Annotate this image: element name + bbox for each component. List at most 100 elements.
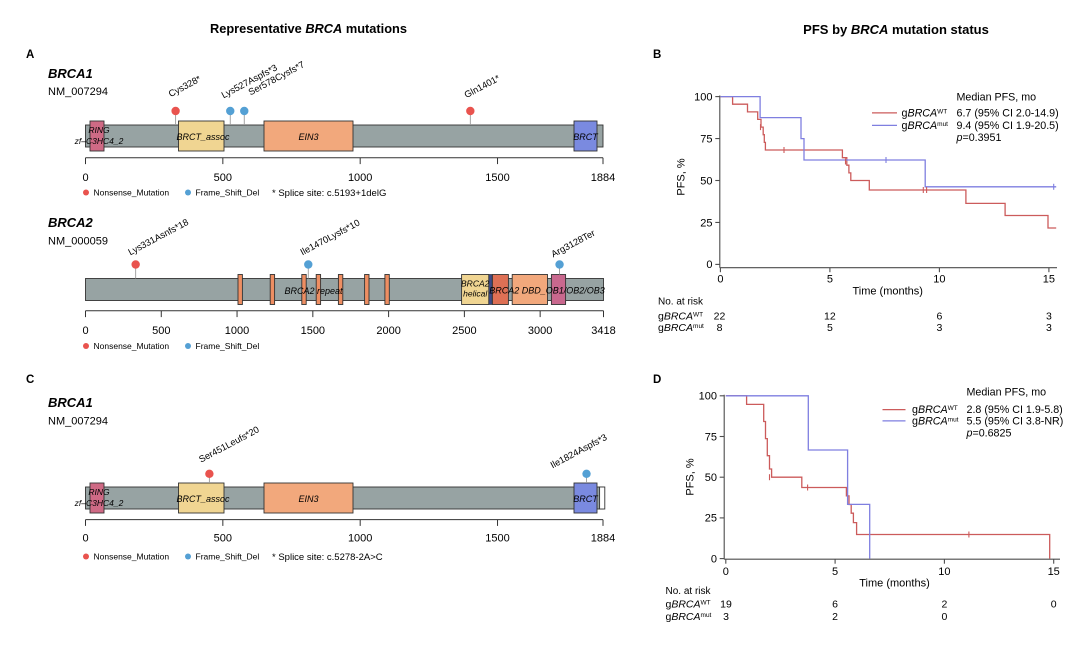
svg-text:6.7 (95% CI 2.0-14.9): 6.7 (95% CI 2.0-14.9) xyxy=(957,108,1059,120)
svg-text:Lys331Asnfs*18: Lys331Asnfs*18 xyxy=(126,217,190,257)
svg-text:0: 0 xyxy=(941,611,947,623)
svg-text:75: 75 xyxy=(700,133,712,145)
svg-text:0: 0 xyxy=(711,553,717,565)
svg-text:PFS, %: PFS, % xyxy=(685,458,697,496)
svg-text:100: 100 xyxy=(694,91,712,103)
svg-text:15: 15 xyxy=(1048,566,1060,578)
svg-text:Median PFS, mo: Median PFS, mo xyxy=(957,92,1037,104)
svg-text:C: C xyxy=(26,374,34,386)
svg-text:RING: RING xyxy=(88,487,110,497)
svg-text:3: 3 xyxy=(936,322,942,334)
svg-text:No. at risk: No. at risk xyxy=(658,296,704,307)
svg-text:1500: 1500 xyxy=(485,172,509,184)
svg-text:BRCT_assoc: BRCT_assoc xyxy=(176,132,230,142)
svg-text:Representative BRCA mutations: Representative BRCA mutations xyxy=(210,21,407,36)
svg-text:gBRCAWT: gBRCAWT xyxy=(912,404,958,416)
svg-text:NM_007294: NM_007294 xyxy=(48,86,108,98)
svg-text:BRCA2 DBD_OB1/OB2/OB3: BRCA2 DBD_OB1/OB2/OB3 xyxy=(489,286,605,296)
svg-text:0: 0 xyxy=(706,259,712,271)
svg-text:* Splice site: c.5278-2A>C: * Splice site: c.5278-2A>C xyxy=(272,552,383,563)
svg-text:gBRCAmut: gBRCAmut xyxy=(658,322,704,334)
svg-text:6: 6 xyxy=(936,311,942,323)
svg-text:PFS, %: PFS, % xyxy=(676,158,688,196)
svg-text:Arg3128Ter: Arg3128Ter xyxy=(550,228,597,259)
svg-text:1500: 1500 xyxy=(485,533,509,545)
svg-text:* Splice site: c.5193+1delG: * Splice site: c.5193+1delG xyxy=(272,188,386,199)
svg-text:2500: 2500 xyxy=(452,325,476,337)
svg-text:Frame_Shift_Del: Frame_Shift_Del xyxy=(196,341,260,351)
svg-text:zf–C3HC4_2: zf–C3HC4_2 xyxy=(74,136,124,146)
svg-text:PFS by BRCA mutation status: PFS by BRCA mutation status xyxy=(803,22,989,37)
svg-text:0: 0 xyxy=(717,274,723,286)
svg-text:Frame_Shift_Del: Frame_Shift_Del xyxy=(196,552,260,562)
svg-text:2000: 2000 xyxy=(376,325,400,337)
svg-text:Gln1401*: Gln1401* xyxy=(463,73,502,100)
svg-text:6: 6 xyxy=(832,599,838,611)
svg-text:Median PFS, mo: Median PFS, mo xyxy=(967,387,1047,399)
svg-text:Ser451Leufs*20: Ser451Leufs*20 xyxy=(197,424,261,464)
svg-text:gBRCAWT: gBRCAWT xyxy=(666,599,711,611)
svg-text:10: 10 xyxy=(938,566,950,578)
svg-text:Time (months): Time (months) xyxy=(852,286,923,298)
svg-text:0: 0 xyxy=(82,172,88,184)
svg-text:3: 3 xyxy=(1046,322,1052,334)
svg-text:5: 5 xyxy=(827,322,833,334)
svg-text:BRCT: BRCT xyxy=(573,494,599,504)
svg-text:0: 0 xyxy=(723,566,729,578)
svg-text:NM_000059: NM_000059 xyxy=(48,236,108,248)
svg-text:50: 50 xyxy=(700,175,712,187)
svg-text:Cys328*: Cys328* xyxy=(167,74,203,100)
svg-text:gBRCAmut: gBRCAmut xyxy=(666,611,712,623)
svg-text:Nonsense_Mutation: Nonsense_Mutation xyxy=(94,188,170,198)
svg-text:A: A xyxy=(26,49,34,61)
svg-text:1000: 1000 xyxy=(348,172,372,184)
svg-text:50: 50 xyxy=(705,472,717,484)
svg-text:75: 75 xyxy=(705,431,717,443)
svg-text:helical: helical xyxy=(463,289,488,299)
svg-text:gBRCAmut: gBRCAmut xyxy=(902,120,949,132)
svg-text:0: 0 xyxy=(82,325,88,337)
svg-text:p=0.6825: p=0.6825 xyxy=(966,428,1012,440)
svg-text:B: B xyxy=(653,49,661,61)
svg-text:Nonsense_Mutation: Nonsense_Mutation xyxy=(94,552,170,562)
svg-text:Time (months): Time (months) xyxy=(859,578,930,590)
svg-text:500: 500 xyxy=(152,325,170,337)
svg-text:NM_007294: NM_007294 xyxy=(48,416,108,428)
svg-text:3000: 3000 xyxy=(528,325,552,337)
svg-text:2.8 (95% CI 1.9-5.8): 2.8 (95% CI 1.9-5.8) xyxy=(967,404,1063,416)
svg-text:15: 15 xyxy=(1043,274,1055,286)
svg-text:EIN3: EIN3 xyxy=(298,132,318,142)
svg-text:22: 22 xyxy=(714,311,726,323)
svg-text:10: 10 xyxy=(933,274,945,286)
svg-text:Ile1470Lysfs*10: Ile1470Lysfs*10 xyxy=(299,218,362,258)
svg-text:100: 100 xyxy=(699,391,717,403)
svg-text:9.4 (95% CI 1.9-20.5): 9.4 (95% CI 1.9-20.5) xyxy=(957,120,1059,132)
svg-text:25: 25 xyxy=(700,217,712,229)
svg-text:500: 500 xyxy=(214,172,232,184)
svg-text:500: 500 xyxy=(214,533,232,545)
svg-text:5.5 (95% CI 3.8-NR): 5.5 (95% CI 3.8-NR) xyxy=(967,416,1064,428)
svg-text:0: 0 xyxy=(1051,599,1057,611)
svg-text:BRCA2: BRCA2 xyxy=(461,279,490,289)
svg-text:2: 2 xyxy=(941,599,947,611)
svg-text:3418: 3418 xyxy=(591,325,615,337)
svg-text:BRCA1: BRCA1 xyxy=(48,395,93,410)
svg-text:0: 0 xyxy=(82,533,88,545)
svg-text:p=0.3951: p=0.3951 xyxy=(956,132,1002,144)
svg-text:gBRCAmut: gBRCAmut xyxy=(912,416,959,428)
svg-text:BRCA1: BRCA1 xyxy=(48,66,93,81)
svg-text:5: 5 xyxy=(827,274,833,286)
svg-text:D: D xyxy=(653,374,661,386)
svg-text:Nonsense_Mutation: Nonsense_Mutation xyxy=(94,341,170,351)
svg-text:5: 5 xyxy=(832,566,838,578)
svg-text:1884: 1884 xyxy=(591,533,615,545)
svg-text:1500: 1500 xyxy=(301,325,325,337)
svg-text:gBRCAWT: gBRCAWT xyxy=(902,108,948,120)
svg-text:RING: RING xyxy=(88,125,110,135)
svg-text:BRCA2: BRCA2 xyxy=(48,215,94,230)
svg-text:3: 3 xyxy=(1046,311,1052,323)
svg-text:BRCT: BRCT xyxy=(573,132,599,142)
svg-text:1000: 1000 xyxy=(348,533,372,545)
svg-text:1000: 1000 xyxy=(225,325,249,337)
svg-text:zf–C3HC4_2: zf–C3HC4_2 xyxy=(74,498,124,508)
